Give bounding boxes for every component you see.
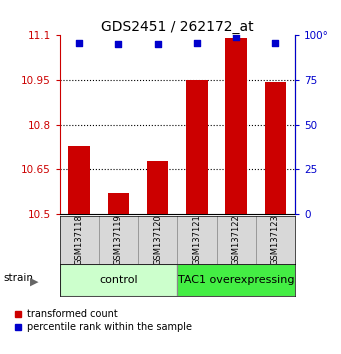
Bar [186, 80, 208, 214]
Point [194, 40, 199, 45]
Text: TAC1 overexpressing: TAC1 overexpressing [178, 275, 294, 285]
Text: GSM137122: GSM137122 [232, 215, 241, 265]
Text: GSM137118: GSM137118 [75, 215, 84, 265]
Text: ▶: ▶ [30, 277, 38, 287]
Text: GSM137119: GSM137119 [114, 215, 123, 265]
Point [76, 40, 82, 45]
Point [155, 41, 160, 47]
Point [233, 34, 239, 40]
Bar [69, 145, 90, 214]
Point [272, 40, 278, 45]
Text: GSM137123: GSM137123 [271, 215, 280, 265]
Bar [60, 264, 177, 296]
Text: strain: strain [3, 273, 33, 283]
Bar [108, 193, 129, 214]
Legend: transformed count, percentile rank within the sample: transformed count, percentile rank withi… [15, 309, 192, 332]
Bar [147, 161, 168, 214]
Point [116, 41, 121, 47]
Title: GDS2451 / 262172_at: GDS2451 / 262172_at [101, 21, 254, 34]
Bar [225, 38, 247, 214]
Bar [265, 81, 286, 214]
Bar [177, 264, 295, 296]
Text: control: control [99, 275, 138, 285]
Text: GSM137120: GSM137120 [153, 215, 162, 265]
Text: GSM137121: GSM137121 [192, 215, 202, 265]
